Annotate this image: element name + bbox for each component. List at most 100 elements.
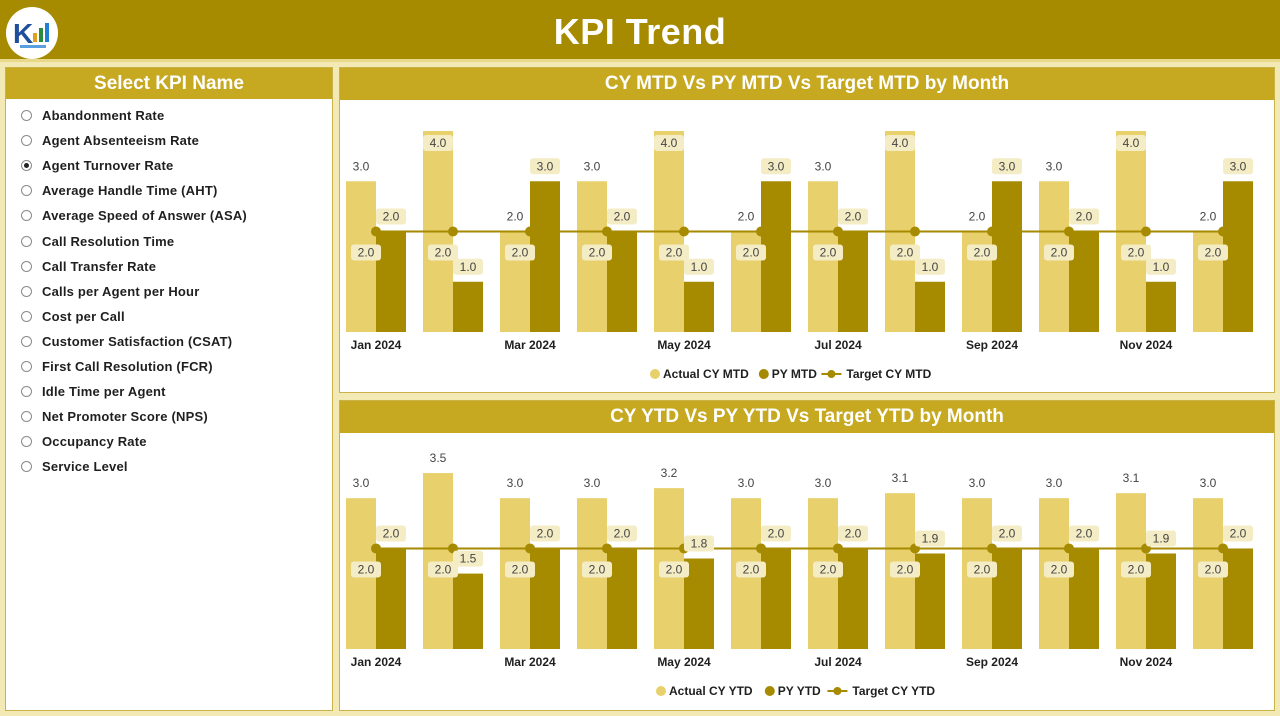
radio-button-icon[interactable] [21,411,32,423]
radio-button-icon[interactable] [21,210,32,222]
kpi-option[interactable]: Net Promoter Score (NPS) [6,404,332,429]
py-data-label-bg [453,550,483,567]
target-data-label: 2.0 [974,246,991,260]
target-data-label: 2.0 [589,562,606,576]
kpi-option[interactable]: Call Transfer Rate [6,254,332,279]
legend-swatch-icon [656,686,666,696]
kpi-option[interactable]: Service Level [6,454,332,479]
target-marker[interactable] [525,543,535,554]
target-data-label-bg [582,244,612,261]
radio-button-icon[interactable] [21,285,32,297]
target-marker[interactable] [1141,226,1151,237]
x-tick-label: Nov 2024 [1120,338,1173,352]
kpi-option-label: Call Transfer Rate [42,258,157,274]
target-marker[interactable] [1064,226,1074,237]
kpi-option[interactable]: Customer Satisfaction (CSAT) [6,329,332,354]
target-marker[interactable] [987,226,997,237]
radio-button-icon[interactable] [21,436,32,448]
kpi-option-label: Abandonment Rate [42,108,165,124]
kpi-option[interactable]: Cost per Call [6,304,332,329]
py-data-label-bg [915,530,945,547]
radio-button-icon[interactable] [21,135,32,147]
actual-data-label: 3.0 [815,476,832,490]
kpi-option[interactable]: Occupancy Rate [6,429,332,454]
target-data-label: 2.0 [743,562,760,576]
radio-button-icon[interactable] [21,335,32,347]
target-marker[interactable] [987,543,997,554]
py-data-label-bg [684,258,714,275]
actual-data-label: 3.0 [584,159,601,173]
actual-data-label-bg [423,135,453,151]
target-data-label: 2.0 [1205,562,1222,576]
target-marker[interactable] [525,226,535,237]
radio-button-icon[interactable] [21,461,32,473]
target-marker[interactable] [679,226,689,237]
x-tick-label: Jan 2024 [351,655,402,669]
py-data-label: 1.0 [1153,260,1170,274]
py-data-label: 1.0 [460,260,477,274]
kpi-option[interactable]: Abandonment Rate [6,103,332,128]
mtd-chart-panel: CY MTD Vs PY MTD Vs Target MTD by Month … [339,67,1275,393]
target-marker[interactable] [833,226,843,237]
kpi-option[interactable]: First Call Resolution (FCR) [6,354,332,379]
kpi-option[interactable]: Average Handle Time (AHT) [6,178,332,203]
target-data-label-bg [1198,244,1228,261]
radio-button-icon[interactable] [21,235,32,247]
py-data-label-bg [1069,525,1099,542]
kpi-option[interactable]: Idle Time per Agent [6,379,332,404]
actual-data-label-bg [1116,135,1146,151]
py-bar[interactable] [453,573,483,649]
actual-data-label: 4.0 [430,136,447,150]
target-data-label: 2.0 [666,246,683,260]
radio-button-icon[interactable] [21,160,32,172]
target-marker[interactable] [1218,543,1228,554]
actual-data-label: 3.1 [1123,471,1140,485]
actual-data-label: 3.0 [507,476,524,490]
target-marker[interactable] [910,226,920,237]
py-data-label: 1.0 [922,260,939,274]
header-bar: K KPI Trend [0,0,1280,62]
target-data-label-bg [813,561,843,578]
mtd-chart-title: CY MTD Vs PY MTD Vs Target MTD by Month [340,68,1274,100]
kpi-option-label: Call Resolution Time [42,233,175,249]
legend-marker-icon [833,687,842,695]
kpi-option[interactable]: Average Speed of Answer (ASA) [6,203,332,228]
ytd-chart: 3.0 2.0 2.0 3.5 1.5 2.0 3.0 2.0 2.0 3.0 2.0 2.0 3.2 1… [346,451,1253,698]
target-data-label: 2.0 [512,562,529,576]
radio-button-icon[interactable] [21,110,32,122]
radio-button-icon[interactable] [21,260,32,272]
target-marker[interactable] [371,543,381,554]
x-tick-label: Nov 2024 [1120,655,1173,669]
target-marker[interactable] [371,226,381,237]
target-data-label: 2.0 [1128,562,1145,576]
mtd-chart: 3.0 2.0 2.0 4.0 1.0 2.0 2.0 3.0 2.0 3.0 2.0 2.0 4.0 1… [346,131,1253,381]
target-data-label: 2.0 [1205,246,1222,260]
py-data-label: 2.0 [383,526,400,540]
radio-button-icon[interactable] [21,386,32,398]
target-marker[interactable] [602,226,612,237]
target-marker[interactable] [833,543,843,554]
kpi-option[interactable]: Agent Absenteeism Rate [6,128,332,153]
kpi-option[interactable]: Agent Turnover Rate [6,153,332,178]
target-marker[interactable] [448,226,458,237]
py-bar[interactable] [453,281,483,332]
py-data-label-bg [376,208,406,225]
target-marker[interactable] [602,543,612,554]
target-marker[interactable] [756,543,766,554]
x-tick-label: Jan 2024 [351,338,402,352]
target-marker[interactable] [756,226,766,237]
py-bar[interactable] [1146,281,1176,332]
target-marker[interactable] [1064,543,1074,554]
radio-button-icon[interactable] [21,310,32,322]
py-bar[interactable] [684,281,714,332]
kpi-list: Abandonment Rate Agent Absenteeism Rate Ag… [6,99,332,479]
radio-button-icon[interactable] [21,360,32,372]
radio-button-icon[interactable] [21,185,32,197]
py-bar[interactable] [915,281,945,332]
target-marker[interactable] [1218,226,1228,237]
actual-bar[interactable] [423,473,453,649]
target-data-label-bg [351,244,381,261]
x-tick-label: Sep 2024 [966,338,1018,352]
kpi-option[interactable]: Calls per Agent per Hour [6,279,332,304]
kpi-option[interactable]: Call Resolution Time [6,228,332,253]
